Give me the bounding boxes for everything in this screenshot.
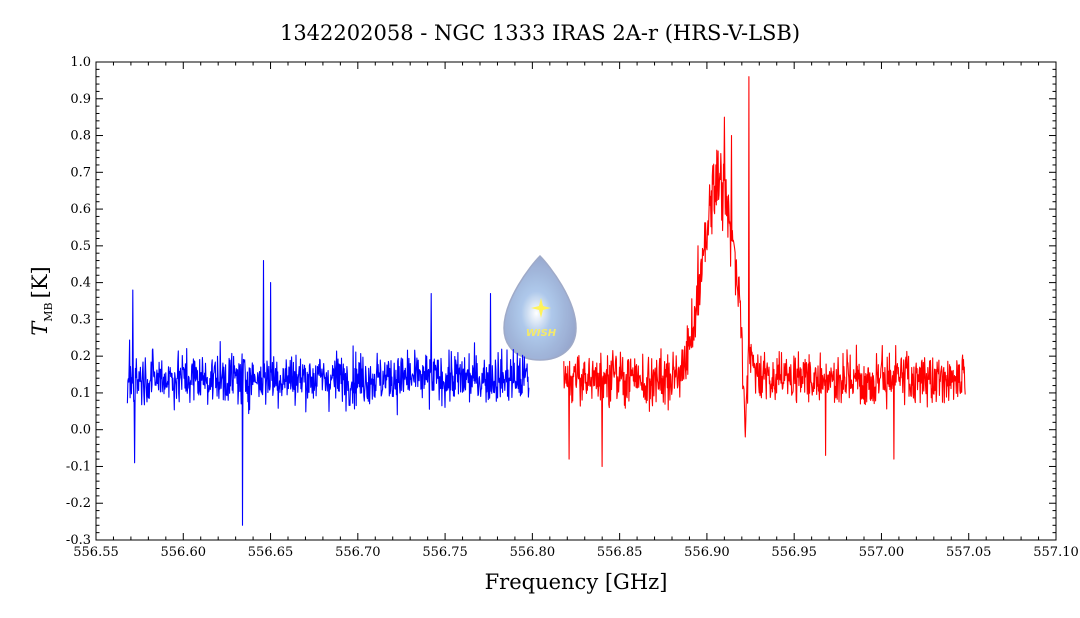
y-tick-label: 0.2 — [70, 349, 91, 364]
wish-star-icon — [531, 298, 551, 318]
y-tick-label: 0.1 — [70, 386, 91, 401]
y-axis-label: TMB [K] — [28, 266, 55, 335]
y-tick-label: 0.4 — [70, 276, 91, 291]
y-tick-label: 0.6 — [70, 202, 91, 217]
wish-logo: WISH — [503, 254, 577, 361]
series-layer — [126, 76, 966, 526]
y-axis-subscript: MB — [42, 302, 55, 321]
y-axis-unit: [K] — [28, 266, 52, 298]
x-tick-label: 556.55 — [73, 545, 119, 560]
svg-text:TMB[K]: TMB [K] — [28, 266, 55, 335]
wish-logo-text: WISH — [526, 328, 557, 339]
x-tick-label: 556.60 — [161, 545, 207, 560]
x-tick-label: 556.80 — [510, 545, 556, 560]
x-tick-label: 556.95 — [771, 545, 817, 560]
y-tick-label: 0.3 — [70, 312, 91, 327]
x-tick-label: 556.65 — [248, 545, 294, 560]
x-tick-label: 557.10 — [1033, 545, 1079, 560]
series-1-line — [126, 260, 530, 526]
chart-title: 1342202058 - NGC 1333 IRAS 2A-r (HRS-V-L… — [280, 21, 800, 45]
x-tick-label: 557.00 — [859, 545, 905, 560]
y-axis-symbol: T — [28, 320, 52, 336]
plot-frame — [95, 61, 1057, 541]
y-tick-label: -0.1 — [66, 459, 91, 474]
y-tick-label: 0.0 — [70, 423, 91, 438]
y-axis: -0.3 -0.2 -0.1 0.0 0.1 0.2 0.3 0.4 0.5 0.6 0.7 0.8 0… — [66, 55, 1056, 548]
x-tick-label: 556.85 — [597, 545, 643, 560]
series-2-line — [563, 76, 966, 468]
x-axis: 556.55 556.60 556.65 556.70 556.75 556.80 556.… — [73, 62, 1079, 560]
x-tick-label: 556.90 — [684, 545, 730, 560]
y-tick-label: 0.7 — [70, 165, 91, 180]
y-tick-label: 0.8 — [70, 129, 91, 144]
y-tick-label: -0.3 — [66, 533, 91, 548]
x-tick-label: 556.75 — [422, 545, 468, 560]
y-tick-label: 0.9 — [70, 92, 91, 107]
x-tick-label: 557.05 — [946, 545, 992, 560]
x-tick-label: 556.70 — [335, 545, 381, 560]
y-tick-label: 0.5 — [70, 239, 91, 254]
y-tick-label: 1.0 — [70, 55, 91, 70]
x-axis-label: Frequency [GHz] — [485, 570, 668, 594]
y-tick-label: -0.2 — [66, 496, 91, 511]
